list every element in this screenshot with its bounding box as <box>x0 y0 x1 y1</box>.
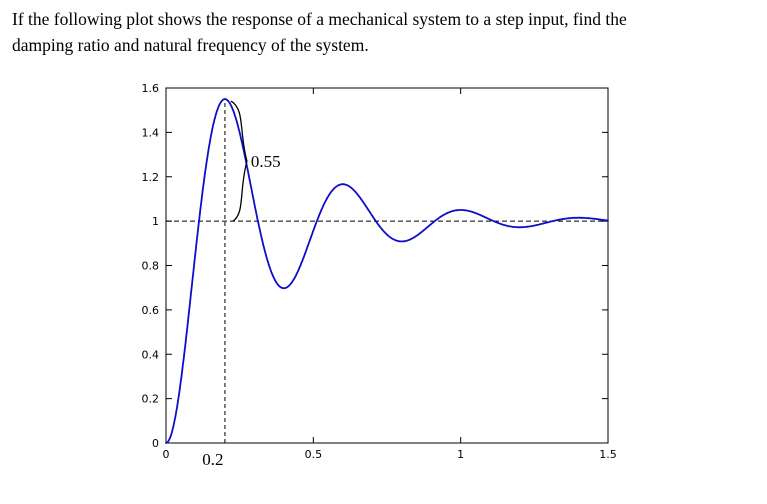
overshoot-value-label: 0.55 <box>251 152 281 171</box>
axes-frame <box>165 87 609 444</box>
x-tick-label: 1.5 <box>599 448 617 461</box>
y-tick-label: 0 <box>152 437 159 450</box>
question-line-2: damping ratio and natural frequency of t… <box>12 35 369 55</box>
step-response-plot: 0 0.5 1 1.5 0 0.2 0.4 0.6 0.8 1 1.2 1.4 1.6 0.55 0.2 <box>142 82 617 469</box>
x-tick-label: 1 <box>457 448 464 461</box>
response-curve <box>165 98 609 444</box>
y-tick-label: 0.8 <box>142 260 160 273</box>
y-tick-label: 1.2 <box>142 171 160 184</box>
peak-time-value-label: 0.2 <box>202 450 223 469</box>
y-tick-label: 1 <box>152 215 159 228</box>
y-tick-label: 1.4 <box>142 126 160 139</box>
overshoot-brace <box>230 100 248 222</box>
y-tick-label: 1.6 <box>142 82 160 95</box>
y-tick-label: 0.6 <box>142 304 160 317</box>
x-tick-label: 0 <box>163 448 170 461</box>
question-text: If the following plot shows the response… <box>12 6 760 58</box>
y-tick-label: 0.4 <box>142 348 160 361</box>
question-line-1: If the following plot shows the response… <box>12 9 627 29</box>
step-response-figure: 0 0.5 1 1.5 0 0.2 0.4 0.6 0.8 1 1.2 1.4 1.6 0.55 0.2 <box>0 70 767 504</box>
x-tick-label: 0.5 <box>305 448 323 461</box>
y-tick-label: 0.2 <box>142 393 160 406</box>
